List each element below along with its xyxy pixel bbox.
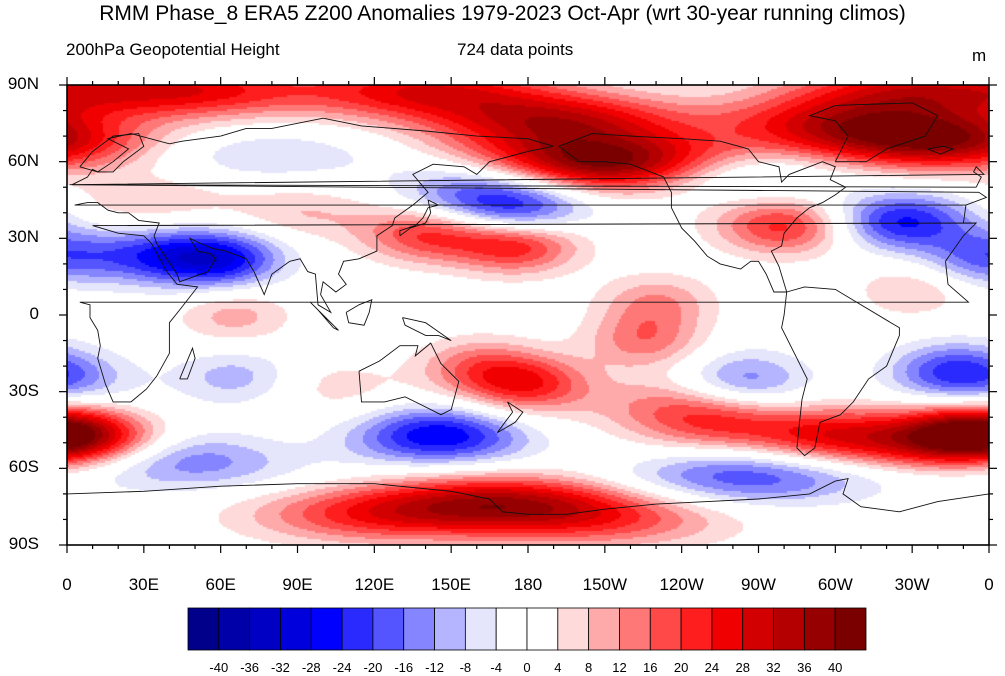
colorbar-label: 0 [523,660,531,675]
colorbar-swatch [773,607,805,651]
x-tick-label: 30E [128,575,159,594]
colorbar-swatch [249,607,281,651]
y-tick-label: 90S [8,534,39,553]
colorbar-swatch [434,607,466,651]
y-tick-label: 60N [7,150,39,170]
coastline-segment [345,298,373,326]
axis-ticks [59,77,997,553]
y-tick-label: 30N [7,227,39,247]
coastline-segment [399,199,440,237]
colorbar-swatch [464,607,497,651]
colorbar-label: -24 [332,660,352,675]
y-tick-label: 60S [8,457,39,477]
data-count-label: 724 data points [457,40,574,59]
x-tick-label: 60W [817,575,853,594]
x-tick-label: 60E [205,575,236,594]
coastline-segment [309,301,339,331]
colorbar-label: 40 [827,660,843,675]
colorbar-swatch [742,607,774,651]
colorbar-swatch [218,607,251,651]
colorbar-label: 36 [797,660,812,675]
colorbar-swatch [341,607,374,651]
colorbar-label: 24 [704,660,720,675]
colorbar-label: 8 [585,660,593,675]
coastline-segment [927,145,955,155]
colorbar-swatch [310,607,343,651]
coastline-segment [67,478,989,515]
colorbar-swatch [649,607,682,651]
colorbar-swatch [403,607,435,651]
y-tick-label: 0 [29,304,39,323]
colorbar-swatch [588,607,620,651]
colorbar-swatch [187,607,220,651]
colorbar-swatch [557,607,590,651]
coastline-segment [358,342,460,416]
colorbar-swatch [619,607,651,651]
colorbar-swatch [711,607,744,651]
x-tick-label: 90W [741,575,776,594]
colorbar-swatch [372,607,405,651]
x-tick-label: 120W [659,575,704,594]
colorbar-swatch [803,607,836,651]
colorbar-label: -4 [490,660,502,675]
coastline-segment [179,346,196,380]
colorbar-label: 20 [673,660,689,675]
colorbar [187,607,867,651]
x-tick-label: 120E [354,575,395,594]
colorbar-swatch [495,607,528,651]
coastline-segment [558,133,847,293]
colorbar-swatch [834,607,867,651]
anomaly-heatmap [67,85,989,545]
colorbar-label: -12 [425,660,444,675]
coastline-segment [71,117,988,314]
colorbar-label: -8 [459,660,472,675]
x-tick-label: 150E [431,575,472,594]
colorbar-label: -20 [363,660,383,675]
colorbar-label: 32 [766,660,781,675]
colorbar-label: 4 [554,660,562,675]
coastlines [67,102,989,515]
x-tick-label: 30W [894,575,930,594]
colorbar-swatch [680,607,713,651]
y-tick-label: 30S [8,380,39,400]
coastline-segment [496,401,524,433]
colorbar-label: -16 [394,660,414,675]
colorbar-label: 12 [612,660,627,675]
coastline-segment [781,286,900,457]
colorbar-label: -36 [240,660,260,675]
colorbar-label: 28 [735,660,750,675]
colorbar-label: -28 [301,660,321,675]
coastline-segment [69,166,985,188]
colorbar-label: -40 [209,660,229,675]
x-tick-label: 0 [984,575,994,594]
colorbar-label: -32 [271,660,290,675]
x-tick-label: 150W [582,575,628,594]
y-tick-label: 90N [7,74,39,93]
x-tick-label: 180 [513,575,543,594]
x-tick-label: 90E [282,575,313,594]
variable-label: 200hPa Geopotential Height [66,40,280,59]
chart-title: RMM Phase_8 ERA5 Z200 Anomalies 1979-202… [99,2,906,25]
colorbar-swatch [280,607,312,651]
x-tick-label: 0 [62,575,72,594]
coastline-segment [79,222,978,403]
coastline-segment [79,133,145,173]
colorbar-swatch [526,607,559,651]
coastline-segment [402,317,452,342]
colorbar-label: 16 [643,660,658,675]
coastline-segment [808,102,939,163]
units-label: m [972,46,987,65]
